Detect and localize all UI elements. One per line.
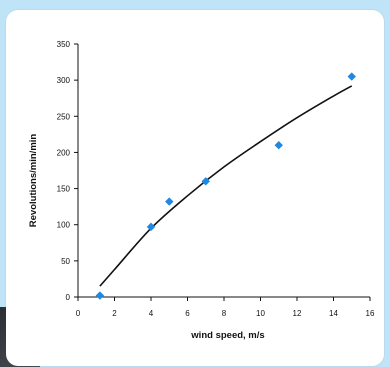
trendline [99, 85, 353, 287]
x-tick-label: 2 [112, 309, 117, 318]
data-point-4 [201, 177, 210, 186]
chart-card [6, 10, 384, 366]
data-point-6 [347, 72, 356, 81]
y-tick-label: 0 [66, 293, 71, 302]
x-tick-label: 4 [149, 309, 154, 318]
data-point-3 [165, 197, 174, 206]
x-tick-label: 0 [76, 309, 81, 318]
y-tick-label: 250 [57, 112, 71, 121]
x-tick-label: 8 [222, 309, 227, 318]
y-axis-title: Revolutions/min/min [28, 134, 39, 228]
y-tick-label: 300 [57, 76, 71, 85]
data-point-1 [95, 291, 105, 300]
y-tick-label: 150 [57, 185, 71, 194]
x-tick-label: 10 [256, 309, 265, 318]
x-tick-label: 12 [293, 309, 302, 318]
x-tick-label: 6 [185, 309, 190, 318]
y-tick-label: 350 [57, 40, 71, 49]
x-tick-label: 16 [366, 309, 375, 318]
x-tick-label: 14 [329, 309, 338, 318]
data-point-5 [274, 141, 283, 150]
y-tick-label: 100 [57, 221, 71, 230]
x-axis-title: wind speed, m/s [190, 330, 264, 341]
y-tick-label: 50 [61, 257, 70, 266]
data-point-2 [146, 222, 156, 232]
y-tick-label: 200 [57, 148, 71, 157]
